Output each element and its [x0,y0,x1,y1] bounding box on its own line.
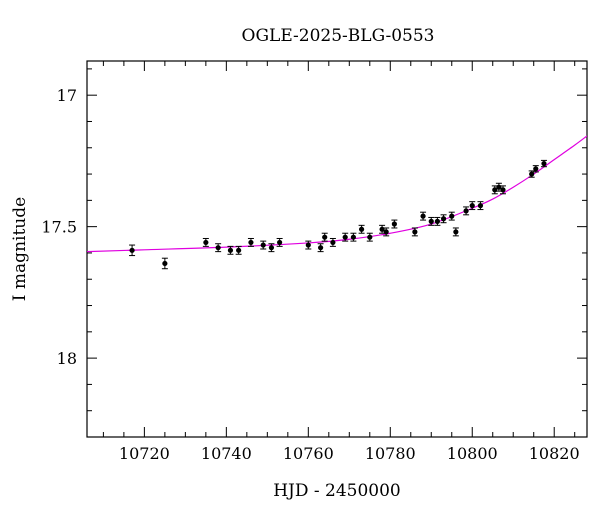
data-point-marker [529,171,535,177]
y-axis-ticks [87,68,587,438]
data-point-marker [449,213,455,219]
x-tick-label: 10820 [529,444,580,463]
data-point-marker [350,234,356,240]
x-tick-label: 10780 [365,444,416,463]
data-point [202,237,209,247]
data-point-marker [420,213,426,219]
data-point [358,224,365,234]
data-point [235,245,242,255]
data-point [129,244,136,257]
data-point-marker [469,203,475,209]
y-axis-label: I magnitude [10,197,30,301]
data-point-marker [500,187,506,193]
data-point-marker [260,242,266,248]
data-point [499,185,506,195]
data-point [329,237,336,247]
data-point [491,185,498,195]
data-point [215,243,222,253]
y-tick-labels: 17 17.5 18 [41,86,77,368]
data-point-marker [330,239,336,246]
data-point-marker [305,242,311,248]
data-point-marker [453,229,459,235]
data-point [420,211,427,221]
data-point [247,237,254,247]
x-tick-label: 10800 [447,444,498,463]
data-point [477,201,484,211]
data-point [317,243,324,253]
data-point [260,240,267,250]
data-point-marker [391,221,397,227]
y-tick-label: 18 [57,349,77,368]
data-point-marker [412,229,418,235]
data-point [227,245,234,255]
data-point [366,232,373,242]
data-point [469,201,476,211]
data-point [528,170,535,178]
x-tick-label: 10760 [283,444,334,463]
x-axis-label: HJD - 2450000 [273,481,401,501]
data-point-marker [440,216,447,222]
data-point-marker [533,166,539,172]
x-tick-labels: 10720 10740 10760 10780 10800 10820 [119,444,580,463]
data-point-marker [434,218,441,224]
data-point-marker [162,260,168,267]
data-point [161,257,168,270]
data-point-marker [383,229,389,235]
data-point [532,165,539,173]
chart-title: OGLE-2025-BLG-0553 [242,26,435,46]
y-tick-label: 17 [57,86,77,105]
data-point-marker [358,226,365,232]
data-point [342,232,349,242]
data-point-marker [367,234,373,240]
data-point [440,214,447,224]
data-point [428,216,435,226]
plot-frame [86,60,588,438]
data-point-marker [236,247,242,253]
data-point-marker [227,247,234,253]
data-point-marker [203,239,209,246]
data-point-marker [428,218,434,224]
model-curve [87,135,587,253]
data-point-marker [248,239,254,246]
data-point [463,206,470,216]
y-tick-label: 17.5 [41,218,77,237]
data-point [383,227,390,237]
x-tick-label: 10720 [119,444,170,463]
data-point-marker [318,245,324,251]
data-point-marker [342,234,348,240]
data-point [379,224,386,234]
data-point-marker [215,245,221,251]
data-point [350,232,357,242]
data-point-marker [477,203,484,209]
data-point [540,159,547,168]
data-point [321,232,328,242]
data-point [391,219,398,229]
data-point [448,211,455,221]
data-point [268,243,275,253]
data-point-marker [268,245,275,251]
x-tick-label: 10740 [201,444,252,463]
x-axis-ticks [102,61,576,437]
data-point [452,227,459,237]
data-point-marker [541,160,547,167]
data-point-marker [277,239,283,246]
data-point-marker [463,208,469,214]
data-point-marker [322,234,328,240]
data-points [129,159,547,270]
data-point [434,216,441,226]
data-point-marker [129,247,135,253]
data-point [276,237,283,247]
data-point [411,227,418,237]
data-point [305,240,312,250]
